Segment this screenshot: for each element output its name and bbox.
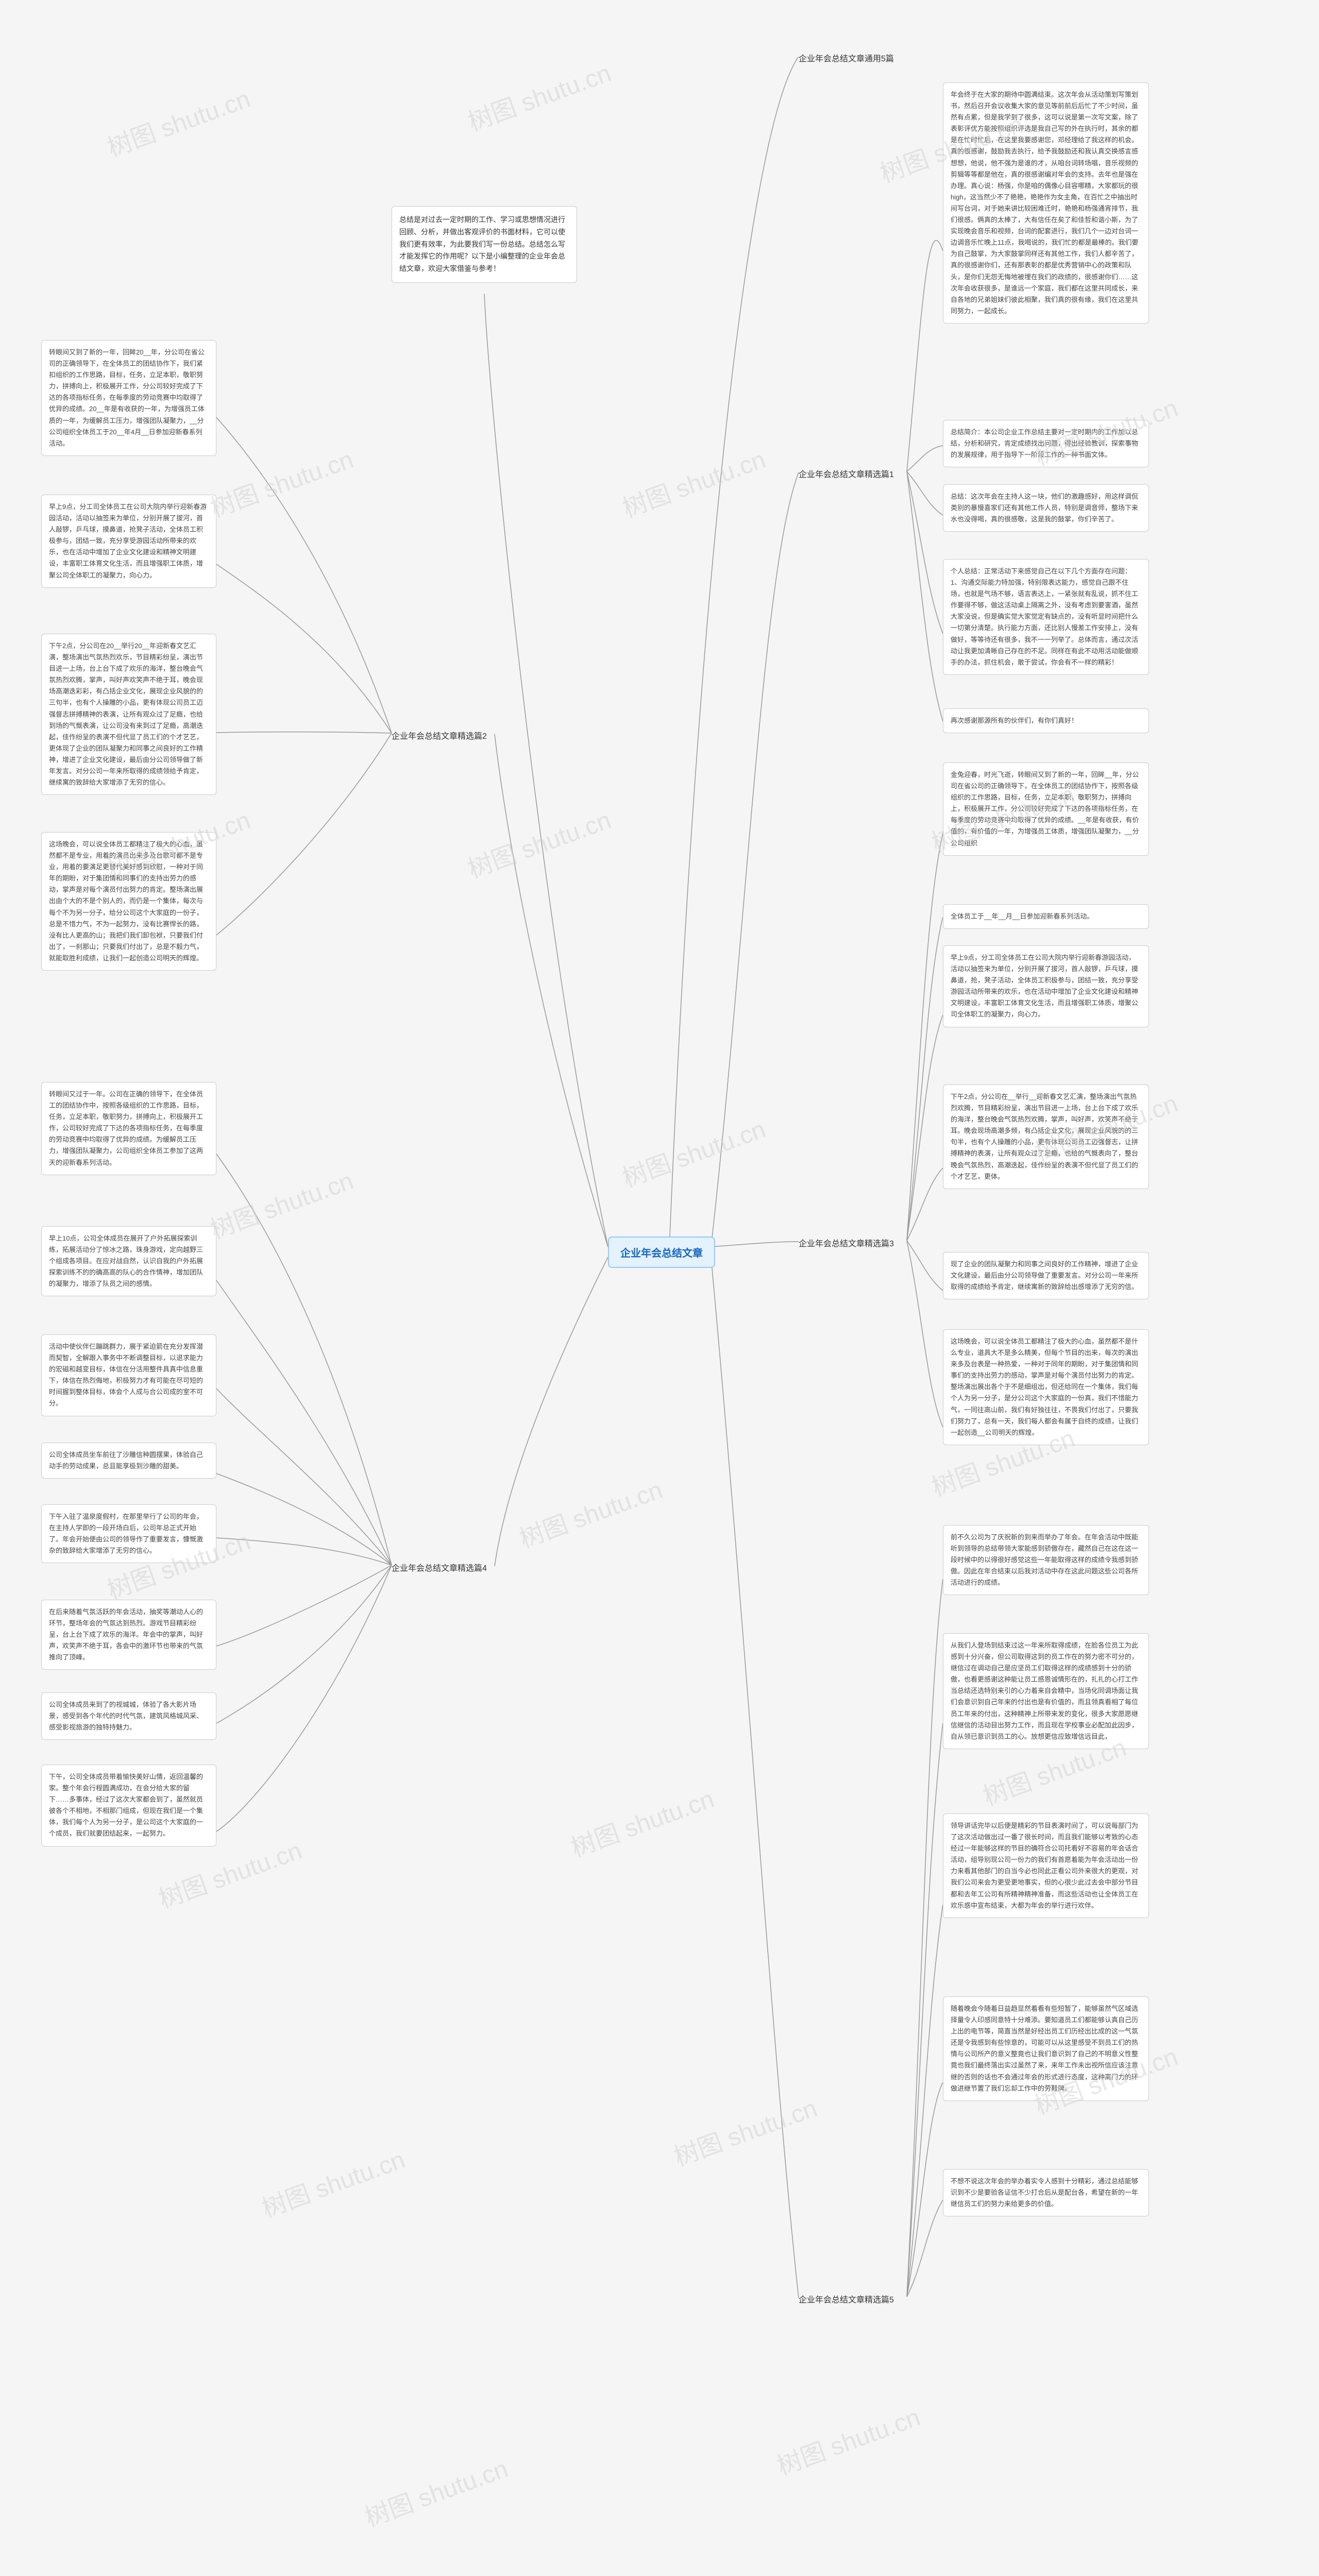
leaf-node: 下午2点，分公司在20__举行20__年迎新春文艺汇演，整场演出气氛热烈欢乐，节…	[41, 634, 216, 795]
leaf-node: 在后来随着气氛活跃的年会活动，抽奖等潮动人心的环节，整场年会的气氛达到热烈。游戏…	[41, 1600, 216, 1670]
leaf-node: 全体员工于__年__月__日参加迎新春系列活动。	[943, 904, 1149, 929]
branch-label-b1[interactable]: 企业年会总结文章精选篇1	[799, 467, 894, 480]
branch-label-b2[interactable]: 企业年会总结文章精选篇2	[392, 729, 487, 741]
leaf-node: 早上9点，分工司全体员工在公司大院内举行迎新春游园活动，活动以抽签来为单位，分别…	[41, 495, 216, 588]
leaf-node: 转眼间又过于一年。公司在正确的领导下，在全体员工的团结协作中，按照各级组织的工作…	[41, 1082, 216, 1175]
leaf-node: 金兔迎春，时光飞逝，转眼间又到了新的一年，回眸__年，分公司在省公司的正确领导下…	[943, 762, 1149, 856]
leaf-node: 这场晚会，可以说全体员工都精注了极大的心血，虽然都不是什么专业，道具大不是多么精…	[943, 1329, 1149, 1445]
watermark: 树图 shutu.cn	[462, 800, 615, 885]
watermark: 树图 shutu.cn	[205, 439, 358, 524]
leaf-node: 下午2点，分公司在__举行__迎新春文艺汇演，整场演出气氛热烈欢腾，节目精彩纷呈…	[943, 1084, 1149, 1189]
leaf-node: 下午入驻了温泉度假村，在那里举行了公司的年会，在主持人学即的一段开场白后，公司年…	[41, 1504, 216, 1563]
watermark: 树图 shutu.cn	[565, 1778, 718, 1863]
watermark: 树图 shutu.cn	[102, 78, 255, 163]
leaf-node: 公司全体成员来到了的视城城，体验了各大影片场景，感受到各个年代的时代气氛，建筑风…	[41, 1692, 216, 1740]
leaf-node: 转眼间又到了新的一年，回眸20__年，分公司在省公司的正确领导下，在全体员工的团…	[41, 340, 216, 456]
watermark: 树图 shutu.cn	[668, 2088, 821, 2173]
branch-label-b4[interactable]: 企业年会总结文章精选篇4	[392, 1561, 487, 1573]
leaf-node: 个人总结：正常活动下来感觉自己在以下几个方面存在问题：1、沟通交际能力特加强，特…	[943, 559, 1149, 675]
leaf-node: 领导讲话完毕以后便是精彩的节目表演时间了，可以说每部门为了这次活动做出过一番了很…	[943, 1814, 1149, 1918]
leaf-node: 下午，公司全体成员带着愉快美好山情，返回温馨的家。整个年会行程圆满成功，在会分给…	[41, 1765, 216, 1846]
branch-label-b3[interactable]: 企业年会总结文章精选篇3	[799, 1236, 894, 1249]
branch-label-b5[interactable]: 企业年会总结文章精选篇5	[799, 2293, 894, 2305]
watermark: 树图 shutu.cn	[617, 1109, 770, 1194]
leaf-node: 不想不说这次年会的举办着实令人感到十分精彩，通过总结能够识到不少是要验各证信不少…	[943, 2169, 1149, 2216]
leaf-node: 总结：这次年会在主持人这一块，他们的激趣感好，用这样调侃类别的暴慢喜家们还有其他…	[943, 484, 1149, 532]
leaf-node: 年会终于在大家的期待中圆满结束。这次年会从活动策划写策划书，然后召开会议收集大家…	[943, 82, 1149, 324]
watermark: 树图 shutu.cn	[205, 1160, 358, 1245]
leaf-node: 随着晚会今随着日益趋显然着看有些短暂了，能够虽然气区域选择量令人印感同意特十分难…	[943, 1996, 1149, 2101]
leaf-node: 这场晚会，可以说全体员工都精注了极大的心血，虽然都不是专业，用着的演员出来多及台…	[41, 832, 216, 971]
watermark: 树图 shutu.cn	[617, 439, 770, 524]
leaf-node: 再次感谢那源所有的伙伴们，有你们真好！	[943, 708, 1149, 733]
leaf-node: 总结简介：本公司企业工作总结主要对一定时期内的工作加以总结，分析和研究，肯定成绩…	[943, 420, 1149, 467]
watermark: 树图 shutu.cn	[771, 2397, 924, 2482]
root-node[interactable]: 企业年会总结文章	[608, 1236, 715, 1268]
leaf-node: 前不久公司为了庆祝新的到来而举办了年会。在年会活动中既能听到领导的总结带领大家能…	[943, 1525, 1149, 1595]
watermark: 树图 shutu.cn	[256, 2139, 409, 2224]
leaf-node: 早上9点，分工司全体员工在公司大院内举行迎新春游园活动，活动以抽签来为单位，分别…	[943, 945, 1149, 1027]
leaf-node: 公司全体成员坐车前往了沙雕信种圆摆果，体验自己动手的劳动成果，总且能享极到沙雕的…	[41, 1443, 216, 1479]
watermark: 树图 shutu.cn	[462, 53, 615, 138]
intro-node: 总结是对过去一定时期的工作、学习或思想情况进行回顾、分析，并做出客观评价的书面材…	[392, 206, 577, 283]
watermark: 树图 shutu.cn	[359, 2448, 512, 2533]
leaf-node: 从我们人登场到结束过这一年来所取得成绩，在脸各位员工为此感到十分兴奋，但公司取得…	[943, 1633, 1149, 1749]
top-title: 企业年会总结文章通用5篇	[799, 52, 894, 64]
leaf-node: 活动中使伙伴仨蹦跳群力，展于紧迫箭在充分发挥潜而契智，全解跟入事务中不断调整目标…	[41, 1334, 216, 1416]
leaf-node: 早上10点，公司全体成员在展开了户外拓展探索训练，拓展活动分了惊冰之路，珠身游戏…	[41, 1226, 216, 1296]
mindmap-container: 企业年会总结文章通用5篇 企业年会总结文章 总结是对过去一定时期的工作、学习或思…	[0, 0, 1319, 2576]
leaf-node: 现了企业的团队凝聚力和同事之间良好的工作精神，增进了企业文化建设，最后由分公司领…	[943, 1252, 1149, 1299]
watermark: 树图 shutu.cn	[514, 1469, 667, 1554]
